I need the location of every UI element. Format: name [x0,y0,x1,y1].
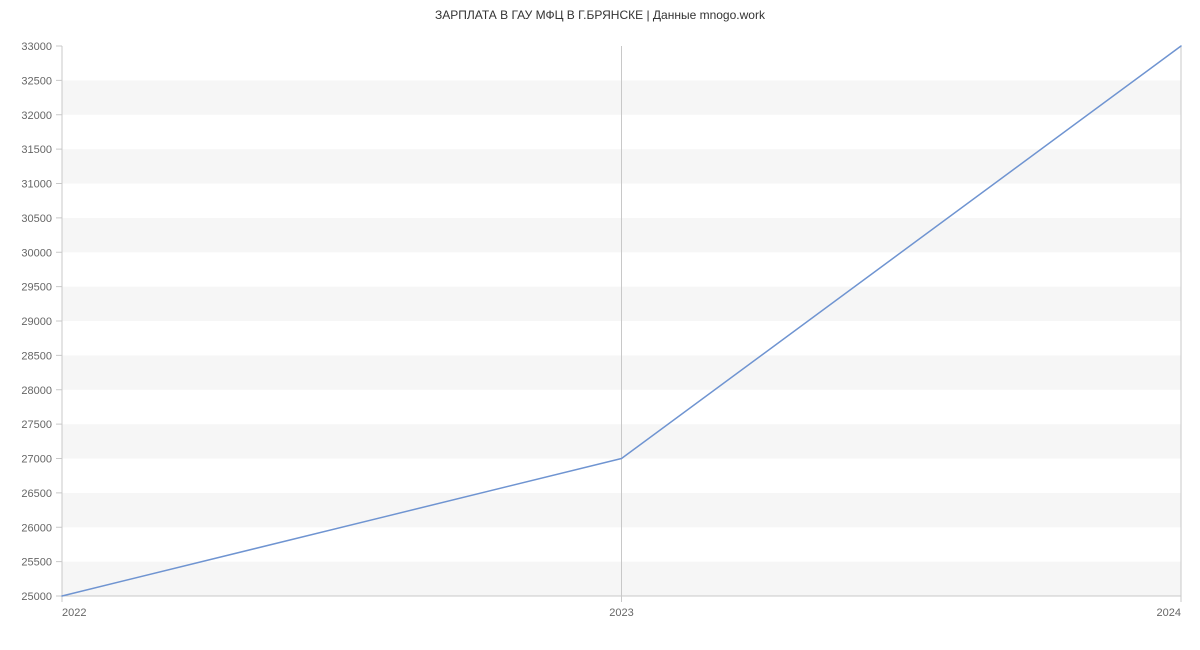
y-tick-label: 29000 [21,316,52,328]
y-tick-label: 25000 [21,591,52,603]
y-tick-label: 27500 [21,419,52,431]
y-tick-label: 30000 [21,247,52,259]
x-tick-label: 2022 [62,607,86,619]
y-tick-label: 32500 [21,75,52,87]
y-tick-label: 30500 [21,213,52,225]
y-tick-label: 28000 [21,385,52,397]
y-tick-label: 26500 [21,488,52,500]
y-tick-label: 26000 [21,522,52,534]
chart-title: ЗАРПЛАТА В ГАУ МФЦ В Г.БРЯНСКЕ | Данные … [0,8,1200,22]
y-tick-label: 32000 [21,110,52,122]
x-tick-label: 2023 [609,607,633,619]
y-tick-label: 31000 [21,179,52,191]
x-tick-label: 2024 [1157,607,1181,619]
y-tick-label: 31500 [21,144,52,156]
y-tick-label: 28500 [21,350,52,362]
chart-svg: 25000 25500 26000 26500 27000 27500 28000 28500… [0,0,1200,650]
y-tick-label: 25500 [21,557,52,569]
y-tick-label: 33000 [21,41,52,53]
y-tick-label: 29500 [21,282,52,294]
y-tick-label: 27000 [21,454,52,466]
salary-line-chart: ЗАРПЛАТА В ГАУ МФЦ В Г.БРЯНСКЕ | Данные … [0,0,1200,650]
